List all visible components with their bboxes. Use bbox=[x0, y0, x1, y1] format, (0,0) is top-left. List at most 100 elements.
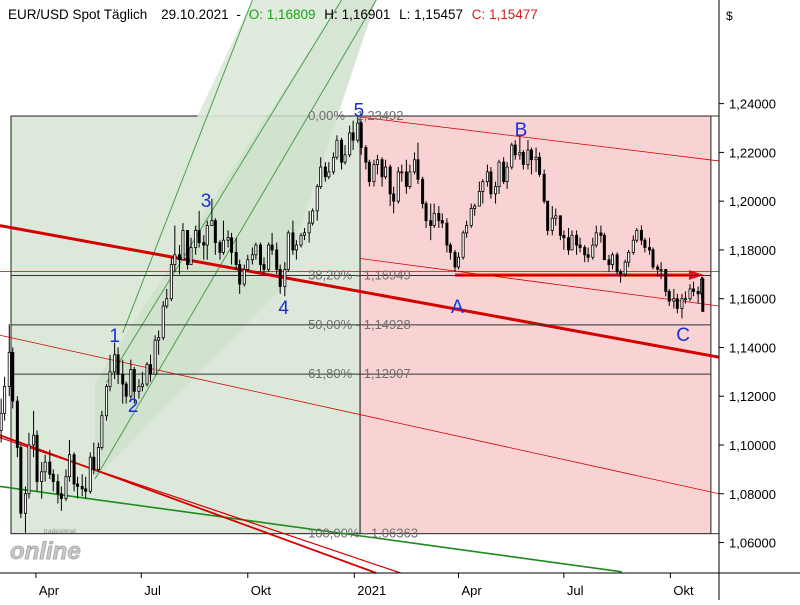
candle-body bbox=[602, 234, 606, 261]
candle-body bbox=[331, 156, 335, 173]
candle-body bbox=[586, 254, 590, 258]
candle-body bbox=[445, 222, 449, 246]
candle-body bbox=[643, 239, 647, 248]
candle-body bbox=[599, 232, 603, 236]
wave-label: B bbox=[515, 120, 528, 141]
candle-body bbox=[177, 254, 181, 261]
red-channel-lower-line bbox=[0, 334, 720, 495]
candle-body bbox=[88, 456, 92, 492]
candle-body bbox=[607, 259, 611, 265]
candle-body bbox=[356, 122, 360, 141]
red-main-trendline bbox=[0, 224, 720, 359]
candle-body bbox=[327, 171, 331, 178]
candle-body bbox=[307, 222, 311, 234]
candle-body bbox=[132, 369, 136, 392]
candle-body bbox=[27, 444, 31, 495]
candle-body bbox=[473, 205, 477, 209]
candle-body bbox=[502, 161, 506, 183]
quote-close: 1,15477 bbox=[489, 7, 538, 22]
candle-body bbox=[242, 269, 246, 285]
candle-body bbox=[56, 481, 60, 495]
candle-body bbox=[518, 151, 522, 156]
candle-body bbox=[92, 456, 96, 470]
x-tick-label: Jul bbox=[567, 583, 584, 598]
candle-body bbox=[631, 239, 635, 253]
wave-label: 2 bbox=[128, 396, 139, 417]
candle-body bbox=[129, 369, 133, 397]
candle-body bbox=[432, 212, 436, 226]
candle-body bbox=[153, 339, 157, 375]
candle-body bbox=[80, 486, 84, 490]
quote-close-label: C: bbox=[472, 7, 486, 22]
candle-body bbox=[105, 386, 109, 417]
y-tick-label: 1,20000 bbox=[729, 194, 776, 209]
candle-body bbox=[639, 230, 643, 241]
quote-low-label: L: bbox=[399, 7, 410, 22]
currency-symbol: $ bbox=[726, 9, 733, 23]
candle-body bbox=[388, 166, 392, 195]
candle-body bbox=[396, 171, 400, 202]
quote-line: EUR/USD Spot Täglich 29.10.2021 - O: 1,1… bbox=[8, 7, 538, 22]
quote-high: 1,16901 bbox=[342, 7, 391, 22]
red-trendline-steep bbox=[0, 434, 377, 574]
candle-body bbox=[623, 261, 627, 275]
candle-body bbox=[84, 488, 88, 492]
candle-body bbox=[440, 220, 444, 224]
candle-body bbox=[121, 373, 125, 385]
candle-body bbox=[688, 288, 692, 300]
candle-body bbox=[113, 354, 117, 373]
fib-level-label: 61,80% - 1,12907 bbox=[308, 366, 411, 381]
candle-body bbox=[67, 454, 71, 478]
chart-header: EUR/USD Spot Täglich 29.10.2021 - O: 1,1… bbox=[8, 7, 538, 22]
candle-body bbox=[477, 191, 481, 207]
red-channel-upper-line bbox=[360, 116, 720, 162]
candle-body bbox=[489, 171, 493, 195]
candle-body bbox=[510, 144, 514, 168]
x-tick-label: Jul bbox=[144, 583, 161, 598]
candle-body bbox=[591, 244, 595, 258]
candle-body bbox=[116, 354, 120, 375]
candle-body bbox=[550, 217, 554, 231]
candle-body bbox=[404, 171, 408, 187]
candle-body bbox=[291, 232, 295, 251]
candle-body bbox=[283, 269, 287, 287]
candle-body bbox=[367, 161, 371, 183]
candle-body bbox=[267, 244, 271, 270]
candle-body bbox=[173, 254, 177, 265]
candle-body bbox=[323, 166, 327, 178]
candle-body bbox=[380, 159, 384, 178]
candle-body bbox=[672, 298, 676, 302]
candle-body bbox=[359, 122, 363, 148]
candle-body bbox=[259, 244, 263, 265]
green-trendline bbox=[0, 485, 622, 573]
green-channel-fill-upper bbox=[94, 0, 342, 383]
candle-body bbox=[692, 288, 696, 292]
candle-body bbox=[635, 230, 639, 241]
candle-body bbox=[570, 234, 574, 251]
candle-body bbox=[51, 473, 55, 482]
candle-body bbox=[64, 476, 68, 500]
fib-level-label: 50,00% - 1,14928 bbox=[308, 317, 411, 332]
quote-high-label: H: bbox=[324, 7, 338, 22]
chart-date: 29.10.2021 bbox=[161, 7, 229, 22]
candle-body bbox=[0, 412, 3, 431]
candle-body bbox=[189, 247, 193, 265]
candle-body bbox=[186, 230, 190, 265]
candle-body bbox=[165, 298, 169, 307]
candle-body bbox=[140, 383, 144, 387]
y-tick-label: 1,10000 bbox=[729, 438, 776, 453]
candle-body bbox=[494, 186, 498, 195]
candle-body bbox=[505, 166, 509, 183]
candle-body bbox=[319, 166, 323, 187]
candle-body bbox=[683, 298, 687, 301]
candle-body bbox=[534, 156, 538, 161]
candle-body bbox=[437, 212, 441, 222]
quote-open-label: O: bbox=[249, 7, 263, 22]
candle-body bbox=[202, 242, 206, 246]
wave-label: 4 bbox=[278, 298, 289, 319]
candle-body bbox=[667, 290, 671, 302]
candle-body bbox=[11, 351, 15, 402]
candle-body bbox=[583, 247, 587, 256]
candle-body bbox=[456, 256, 460, 268]
candle-body bbox=[48, 461, 52, 475]
